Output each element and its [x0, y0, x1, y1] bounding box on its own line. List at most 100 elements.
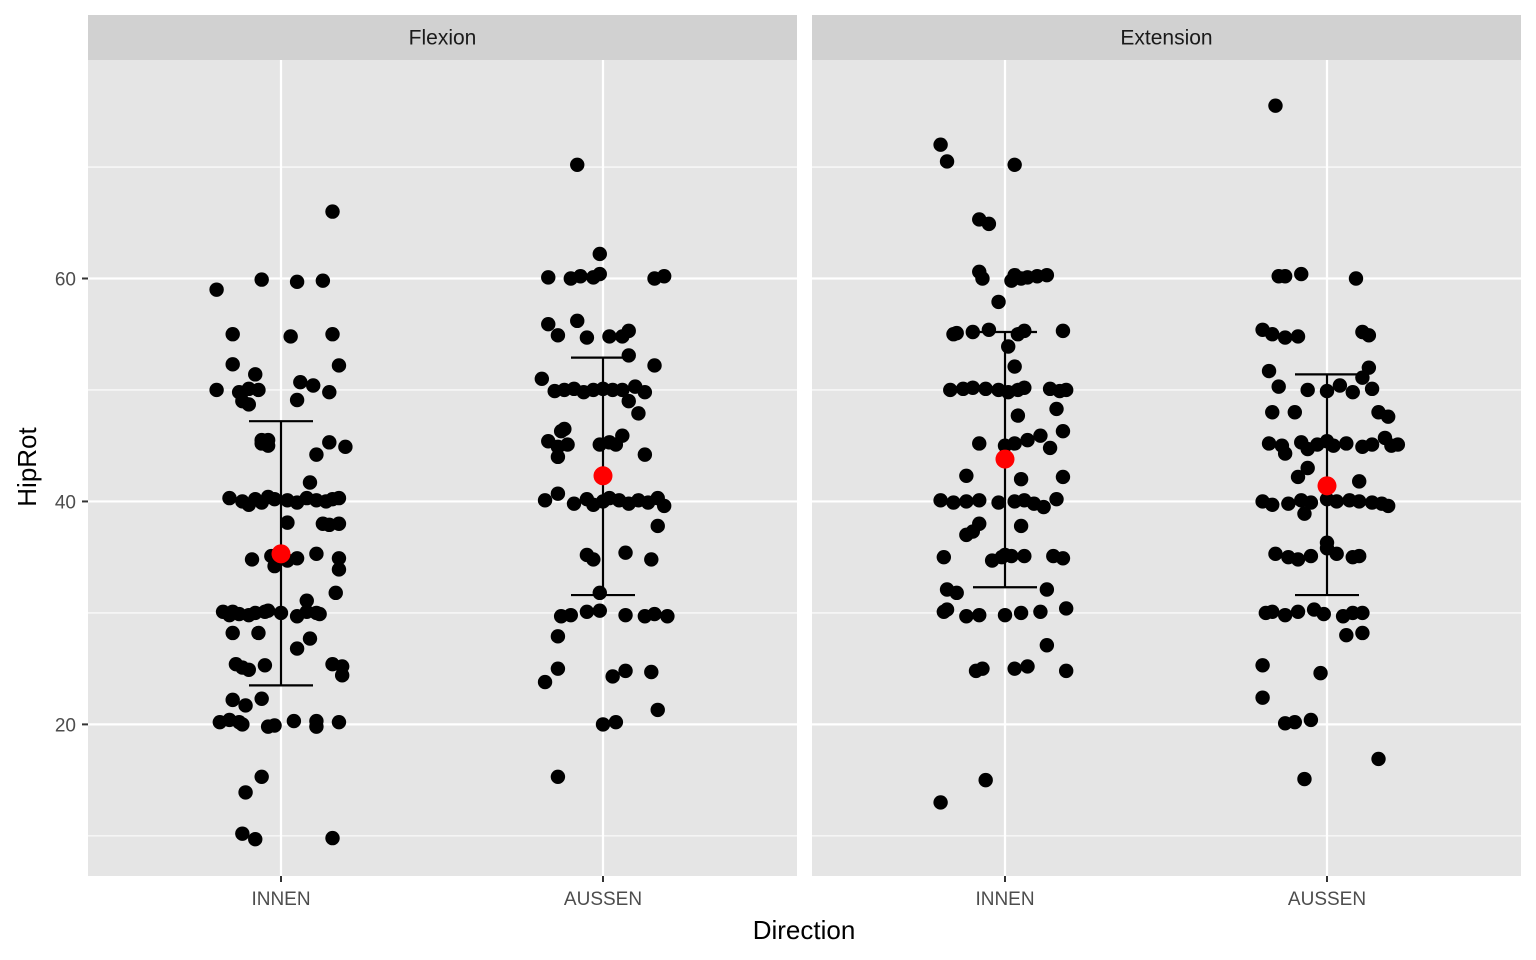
data-point — [1020, 432, 1035, 448]
panel-background — [88, 60, 797, 876]
data-point — [550, 486, 566, 501]
y-tick-label: 20 — [55, 715, 76, 736]
data-point — [1326, 438, 1341, 453]
data-point — [573, 269, 588, 284]
data-point — [322, 435, 337, 450]
data-point — [1339, 628, 1354, 643]
data-point — [592, 266, 607, 282]
data-point — [1364, 437, 1380, 452]
data-point — [595, 717, 611, 732]
data-point — [972, 607, 987, 623]
data-point — [331, 562, 347, 577]
data-point — [299, 593, 314, 608]
data-point — [936, 549, 952, 565]
data-point — [631, 406, 646, 421]
data-point — [235, 717, 250, 732]
data-point — [1277, 607, 1293, 623]
data-point — [1371, 751, 1386, 767]
data-point — [605, 669, 620, 684]
data-point — [949, 325, 964, 341]
data-point — [331, 516, 347, 531]
data-point — [615, 428, 630, 443]
data-point — [1261, 363, 1277, 379]
data-point — [550, 449, 566, 465]
data-point — [560, 437, 575, 452]
panel-flexion: Flexion INNEN AUSSEN — [88, 15, 797, 910]
data-point — [1055, 469, 1071, 485]
data-point — [1049, 401, 1064, 417]
data-point — [225, 327, 240, 342]
data-point — [254, 272, 269, 287]
data-point — [1287, 405, 1303, 420]
data-point — [1004, 548, 1019, 564]
data-point — [238, 785, 253, 800]
data-point — [1013, 605, 1029, 621]
data-point — [1039, 267, 1055, 283]
data-point — [618, 663, 633, 679]
data-point — [939, 154, 955, 169]
data-point — [959, 494, 974, 509]
data-point — [225, 625, 240, 641]
group-aussen — [1255, 98, 1406, 787]
y-axis-title: HipRot — [12, 426, 42, 506]
data-point — [1361, 328, 1377, 343]
mean-point — [271, 544, 291, 564]
data-point — [553, 424, 569, 439]
data-point — [1255, 658, 1270, 673]
data-point — [306, 378, 321, 393]
data-point — [1007, 157, 1022, 172]
data-point — [933, 137, 948, 152]
data-point — [1316, 606, 1331, 622]
data-point — [943, 382, 958, 398]
data-point — [328, 585, 343, 601]
data-point — [331, 358, 347, 373]
mean-point — [593, 466, 613, 486]
data-point — [1268, 98, 1283, 113]
data-point — [1020, 659, 1035, 674]
data-point — [650, 702, 665, 718]
data-point — [534, 371, 550, 387]
data-point — [592, 603, 607, 618]
data-point — [1007, 359, 1022, 374]
facet-label: Extension — [1120, 27, 1212, 50]
data-point — [1290, 604, 1306, 620]
data-point — [1013, 518, 1029, 534]
data-point — [537, 674, 553, 690]
y-tick-label: 60 — [55, 269, 76, 290]
data-point — [1364, 381, 1380, 397]
data-point — [1352, 494, 1367, 509]
data-point — [1033, 604, 1048, 620]
data-point — [579, 604, 595, 620]
data-point — [1355, 370, 1370, 385]
data-point — [331, 551, 347, 566]
data-point — [563, 607, 578, 623]
data-point — [1058, 601, 1074, 616]
y-tick-label: 40 — [55, 492, 76, 513]
data-point — [1001, 339, 1016, 354]
data-point — [621, 348, 636, 363]
data-point — [1265, 327, 1280, 342]
data-point — [289, 392, 305, 408]
group-innen — [933, 137, 1074, 810]
data-point — [566, 496, 582, 511]
data-point — [537, 493, 553, 508]
group-aussen — [534, 157, 675, 784]
data-point — [1303, 712, 1319, 728]
data-point — [656, 269, 672, 284]
data-point — [972, 493, 987, 508]
data-point — [656, 498, 672, 514]
data-point — [309, 546, 324, 562]
data-point — [933, 493, 948, 508]
data-point — [981, 216, 997, 232]
data-point — [309, 719, 324, 734]
data-point — [241, 662, 256, 677]
data-point — [550, 769, 566, 784]
data-point — [1017, 380, 1032, 395]
data-point — [570, 157, 585, 172]
data-point — [1329, 494, 1344, 509]
data-point — [225, 692, 240, 708]
data-point — [1380, 498, 1396, 514]
data-point — [570, 313, 585, 329]
data-point — [312, 606, 327, 622]
data-point — [1290, 469, 1306, 485]
